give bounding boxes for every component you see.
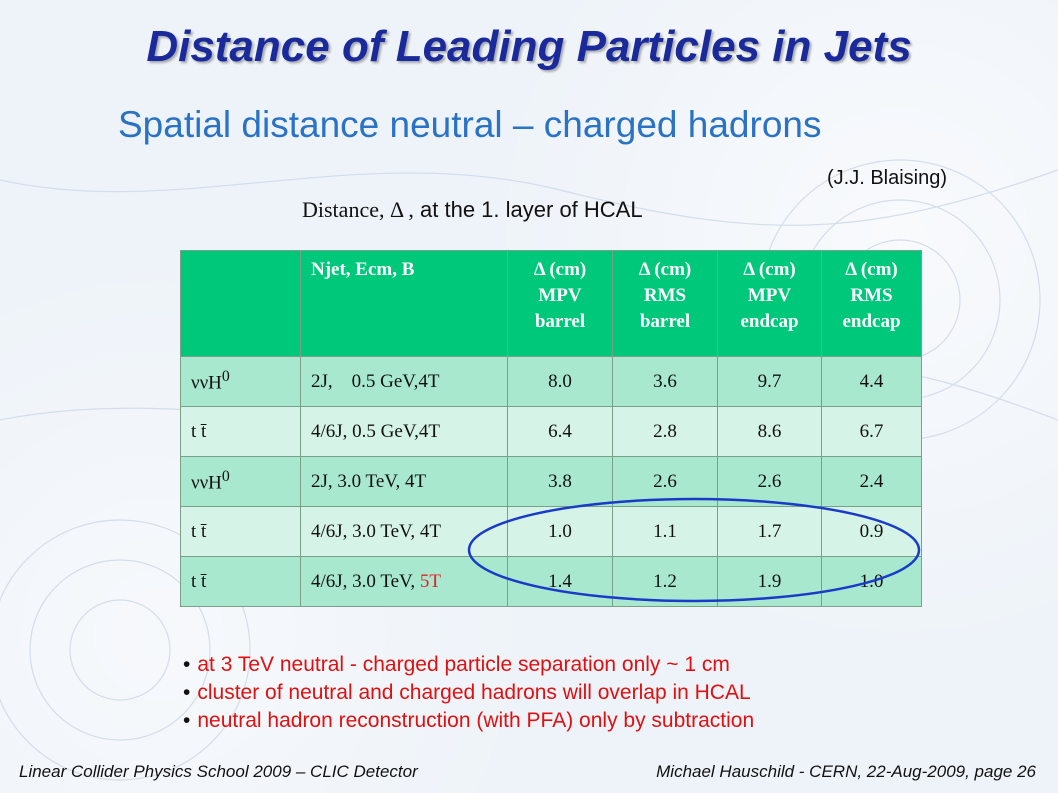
- header-line: RMS: [850, 285, 893, 306]
- author-credit: (J.J. Blaising): [827, 167, 948, 189]
- bullet-item: neutral hadron reconstruction (with PFA)…: [183, 707, 754, 735]
- process-cell: t t̄: [180, 506, 301, 557]
- process-cell: t t̄: [180, 556, 301, 607]
- table-row: ννH0 2J, 0.5 GeV,4T 8.0 3.6 9.7 4.4: [180, 356, 922, 407]
- header-line: endcap: [740, 311, 799, 332]
- header-cell-rms-barrel: Δ (cm) RMS barrel: [612, 250, 718, 357]
- config-cell: 2J, 3.0 TeV, 4T: [300, 456, 508, 507]
- header-line: barrel: [639, 311, 691, 332]
- value-cell: 8.6: [717, 406, 822, 457]
- value-cell: 2.8: [612, 406, 718, 457]
- bullet-list: at 3 TeV neutral - charged particle sepa…: [183, 651, 754, 735]
- config-cell: 4/6J, 0.5 GeV,4T: [300, 406, 508, 457]
- value-cell: 3.6: [612, 356, 718, 407]
- table-row: t t̄ 4/6J, 3.0 TeV, 4T 1.0 1.1 1.7 0.9: [180, 506, 922, 557]
- header-cell-mpv-barrel: Δ (cm) MPV barrel: [507, 250, 613, 357]
- bullet-item: cluster of neutral and charged hadrons w…: [183, 679, 754, 707]
- value-cell: 6.4: [507, 406, 613, 457]
- table-body: ννH0 2J, 0.5 GeV,4T 8.0 3.6 9.7 4.4 t t̄ 4/6J, …: [180, 356, 922, 607]
- header-cell-mpv-endcap: Δ (cm) MPV endcap: [717, 250, 822, 357]
- config-cell: 2J, 0.5 GeV,4T: [300, 356, 508, 407]
- highlight-ellipse: [467, 497, 921, 603]
- header-line: Δ (cm): [743, 259, 796, 280]
- header-line: Njet, Ecm, B: [311, 259, 415, 280]
- value-cell: 3.8: [507, 456, 613, 507]
- header-line: Δ (cm): [638, 259, 692, 280]
- value-cell: 1.4: [507, 556, 613, 607]
- caption-prefix: Distance, Δ ,: [302, 197, 414, 222]
- config-cell: 4/6J, 3.0 TeV, 4T: [300, 506, 508, 557]
- value-cell: 2.4: [821, 456, 922, 507]
- footer-author-page: Michael Hauschild - CERN, 22-Aug-2009, p…: [656, 762, 1036, 781]
- header-line: endcap: [842, 311, 901, 332]
- header-cell-config: Njet, Ecm, B: [300, 250, 508, 357]
- header-line: MPV: [747, 285, 792, 306]
- header-line: MPV: [538, 285, 582, 306]
- value-cell: 1.0: [507, 506, 613, 557]
- footer-event: Linear Collider Physics School 2009 – CL…: [19, 762, 418, 781]
- table-header-row: Njet, Ecm, B Δ (cm) MPV barrel Δ (cm) RMS ba…: [180, 250, 922, 357]
- slide-title: Distance of Leading Particles in Jets: [146, 22, 912, 71]
- process-cell: ννH0: [180, 456, 301, 507]
- caption-suffix: at the 1. layer of HCAL: [420, 197, 643, 222]
- header-cell-rms-endcap: Δ (cm) RMS endcap: [821, 250, 922, 357]
- value-cell: 4.4: [821, 356, 922, 407]
- header-line: Δ (cm): [845, 259, 898, 280]
- distance-table: Njet, Ecm, B Δ (cm) MPV barrel Δ (cm) RMS ba…: [180, 250, 922, 607]
- value-cell: 6.7: [821, 406, 922, 457]
- table-row: t t̄ 4/6J, 0.5 GeV,4T 6.4 2.8 8.6 6.7: [180, 406, 922, 457]
- value-cell: 1.0: [821, 556, 922, 607]
- value-cell: 1.7: [717, 506, 822, 557]
- table-caption: Distance, Δ , at the 1. layer of HCAL: [302, 197, 643, 223]
- process-cell: ννH0: [180, 356, 301, 407]
- value-cell: 9.7: [717, 356, 822, 407]
- process-cell: t t̄: [180, 406, 301, 457]
- value-cell: 1.1: [612, 506, 718, 557]
- header-cell-process: [180, 250, 301, 357]
- header-line: RMS: [643, 285, 687, 306]
- value-cell: 2.6: [717, 456, 822, 507]
- header-line: barrel: [534, 311, 586, 332]
- bullet-item: at 3 TeV neutral - charged particle sepa…: [183, 651, 754, 679]
- config-cell: 4/6J, 3.0 TeV, 5T: [300, 556, 508, 607]
- value-cell: 0.9: [821, 506, 922, 557]
- value-cell: 8.0: [507, 356, 613, 407]
- slide-subtitle: Spatial distance neutral – charged hadro…: [118, 104, 822, 145]
- header-line: Δ (cm): [533, 259, 587, 280]
